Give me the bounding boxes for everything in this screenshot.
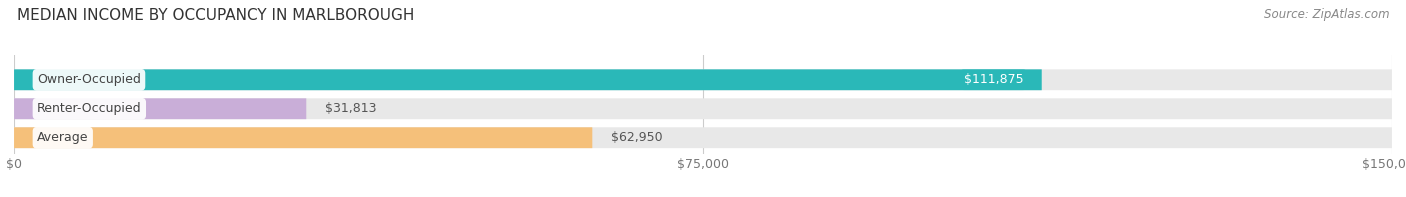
Text: $31,813: $31,813 (325, 102, 377, 115)
Text: Renter-Occupied: Renter-Occupied (37, 102, 142, 115)
Text: Average: Average (37, 131, 89, 144)
FancyBboxPatch shape (14, 98, 307, 119)
Text: Owner-Occupied: Owner-Occupied (37, 73, 141, 86)
FancyBboxPatch shape (14, 98, 1392, 119)
FancyBboxPatch shape (14, 127, 1392, 148)
FancyBboxPatch shape (14, 127, 592, 148)
FancyBboxPatch shape (14, 69, 1042, 90)
FancyBboxPatch shape (14, 69, 1392, 90)
Text: MEDIAN INCOME BY OCCUPANCY IN MARLBOROUGH: MEDIAN INCOME BY OCCUPANCY IN MARLBOROUG… (17, 8, 415, 23)
Text: $111,875: $111,875 (963, 73, 1024, 86)
Text: Source: ZipAtlas.com: Source: ZipAtlas.com (1264, 8, 1389, 21)
Text: $62,950: $62,950 (610, 131, 662, 144)
